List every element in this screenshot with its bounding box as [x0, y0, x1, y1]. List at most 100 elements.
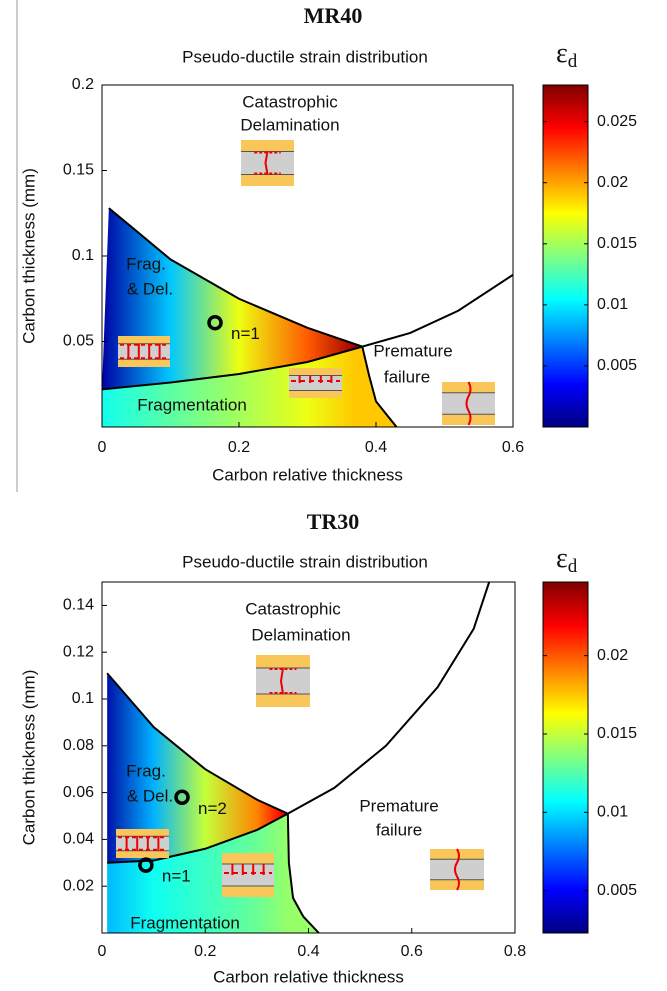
colorbar-tick-label: 0.015 [597, 235, 637, 252]
strain-region [107, 673, 288, 863]
x-tick-label: 0.2 [228, 439, 250, 456]
y-tick-label: 0.05 [63, 333, 94, 350]
laminate-ply [241, 174, 294, 186]
laminate-core [118, 343, 170, 360]
region-annotation: Frag. [126, 254, 166, 273]
laminate-ply [256, 694, 310, 707]
laminate-ply [289, 368, 342, 376]
colorbar-label: εd [556, 543, 578, 577]
colorbar-label-sub: d [568, 51, 578, 72]
region-annotation: & Del. [127, 279, 173, 298]
y-axis-label: Carbon thickness (mm) [19, 168, 38, 344]
laminate-core [430, 859, 484, 880]
colorbar-label: εd [556, 38, 578, 72]
region-annotation: Catastrophic [245, 599, 341, 618]
laminate-core [289, 375, 342, 391]
x-tick-label: 0.8 [504, 943, 526, 960]
colorbar-tick-label: 0.015 [597, 725, 637, 742]
design-point [207, 314, 223, 331]
chart-subtitle: Pseudo-ductile strain distribution [182, 47, 428, 66]
laminate-ply [430, 879, 484, 890]
y-tick-label: 0.12 [63, 643, 94, 660]
y-tick-label: 0.14 [63, 597, 94, 614]
y-tick-label: 0.02 [63, 877, 94, 894]
x-tick-label: 0.6 [401, 943, 423, 960]
region-annotation: failure [384, 367, 430, 386]
region-annotation: Fragmentation [130, 913, 240, 932]
boundary-curve [362, 273, 514, 348]
y-tick-label: 0.06 [63, 784, 94, 801]
strain-region [107, 813, 319, 933]
colorbar-tick-label: 0.02 [597, 174, 628, 191]
region-annotation: Premature [373, 341, 452, 360]
x-tick-label: 0.4 [365, 439, 387, 456]
laminate-ply [430, 849, 484, 860]
laminate-ply [256, 655, 310, 668]
laminate-ply [442, 414, 495, 425]
laminate-ply [116, 850, 169, 858]
boundary-curve [108, 207, 363, 348]
colorbar-label-main: ε [556, 38, 568, 69]
boundary-curve [361, 346, 398, 428]
y-tick-label: 0.1 [72, 690, 94, 707]
boundary-curve [107, 812, 289, 864]
colorbar-tick-label: 0.01 [597, 296, 628, 313]
x-tick-label: 0.2 [194, 943, 216, 960]
point-label: n=1 [162, 867, 191, 886]
laminate-core [222, 864, 274, 886]
point-label: n=1 [231, 324, 260, 343]
colorbar-tick-label: 0.005 [597, 882, 637, 899]
fracture [465, 381, 472, 426]
y-tick-label: 0.08 [63, 737, 94, 754]
region-annotation: Delamination [251, 625, 350, 644]
laminate-ply [289, 390, 342, 398]
x-axis-label: Carbon relative thickness [212, 465, 403, 484]
laminate-core [241, 151, 294, 175]
crack [279, 667, 284, 695]
chart-title: MR40 [304, 3, 363, 28]
fracture [454, 848, 460, 891]
y-tick-label: 0.1 [72, 247, 94, 264]
boundary-curve [286, 813, 320, 934]
colorbar [542, 581, 589, 934]
y-tick-label: 0.15 [63, 162, 94, 179]
x-axis-label: Carbon relative thickness [213, 967, 404, 986]
colorbar [542, 84, 589, 428]
laminate-ply [222, 886, 274, 897]
boundary-curve [106, 672, 289, 815]
boundary-curve [101, 345, 363, 391]
strain-region [102, 346, 397, 427]
laminate-ply [118, 336, 170, 344]
chart: TR30 Pseudo-ductile strain distribution 0 0… [19, 509, 637, 986]
colorbar-label-sub: d [568, 556, 578, 577]
x-tick-label: 0 [98, 439, 107, 456]
design-point [174, 789, 190, 806]
region-annotation: & Del. [127, 786, 173, 805]
laminate-ply [241, 140, 294, 152]
colorbar-tick-label: 0.01 [597, 804, 628, 821]
colorbar-tick-label: 0.025 [597, 113, 637, 130]
boundary-curve [287, 581, 491, 815]
region-annotation: Premature [359, 796, 438, 815]
y-axis-label: Carbon thickness (mm) [19, 670, 38, 846]
colorbar-label-main: ε [556, 543, 568, 574]
laminate-ply [442, 382, 495, 393]
region-annotation: failure [376, 820, 422, 839]
x-tick-label: 0.4 [297, 943, 319, 960]
colorbar-tick-label: 0.02 [597, 647, 628, 664]
x-tick-label: 0 [98, 943, 107, 960]
region-annotation: Catastrophic [242, 92, 338, 111]
design-point [138, 857, 154, 873]
point-label: n=2 [198, 799, 227, 818]
y-tick-label: 0.04 [63, 831, 94, 848]
laminate-core [116, 836, 169, 851]
region-annotation: Frag. [126, 761, 166, 780]
region-annotation: Fragmentation [137, 395, 247, 414]
x-tick-label: 0.6 [502, 439, 524, 456]
laminate-ply [116, 829, 169, 837]
laminate-ply [118, 359, 170, 367]
colorbar-tick-label: 0.005 [597, 357, 637, 374]
chart-title: TR30 [307, 509, 360, 534]
region-annotation: Delamination [240, 115, 339, 134]
